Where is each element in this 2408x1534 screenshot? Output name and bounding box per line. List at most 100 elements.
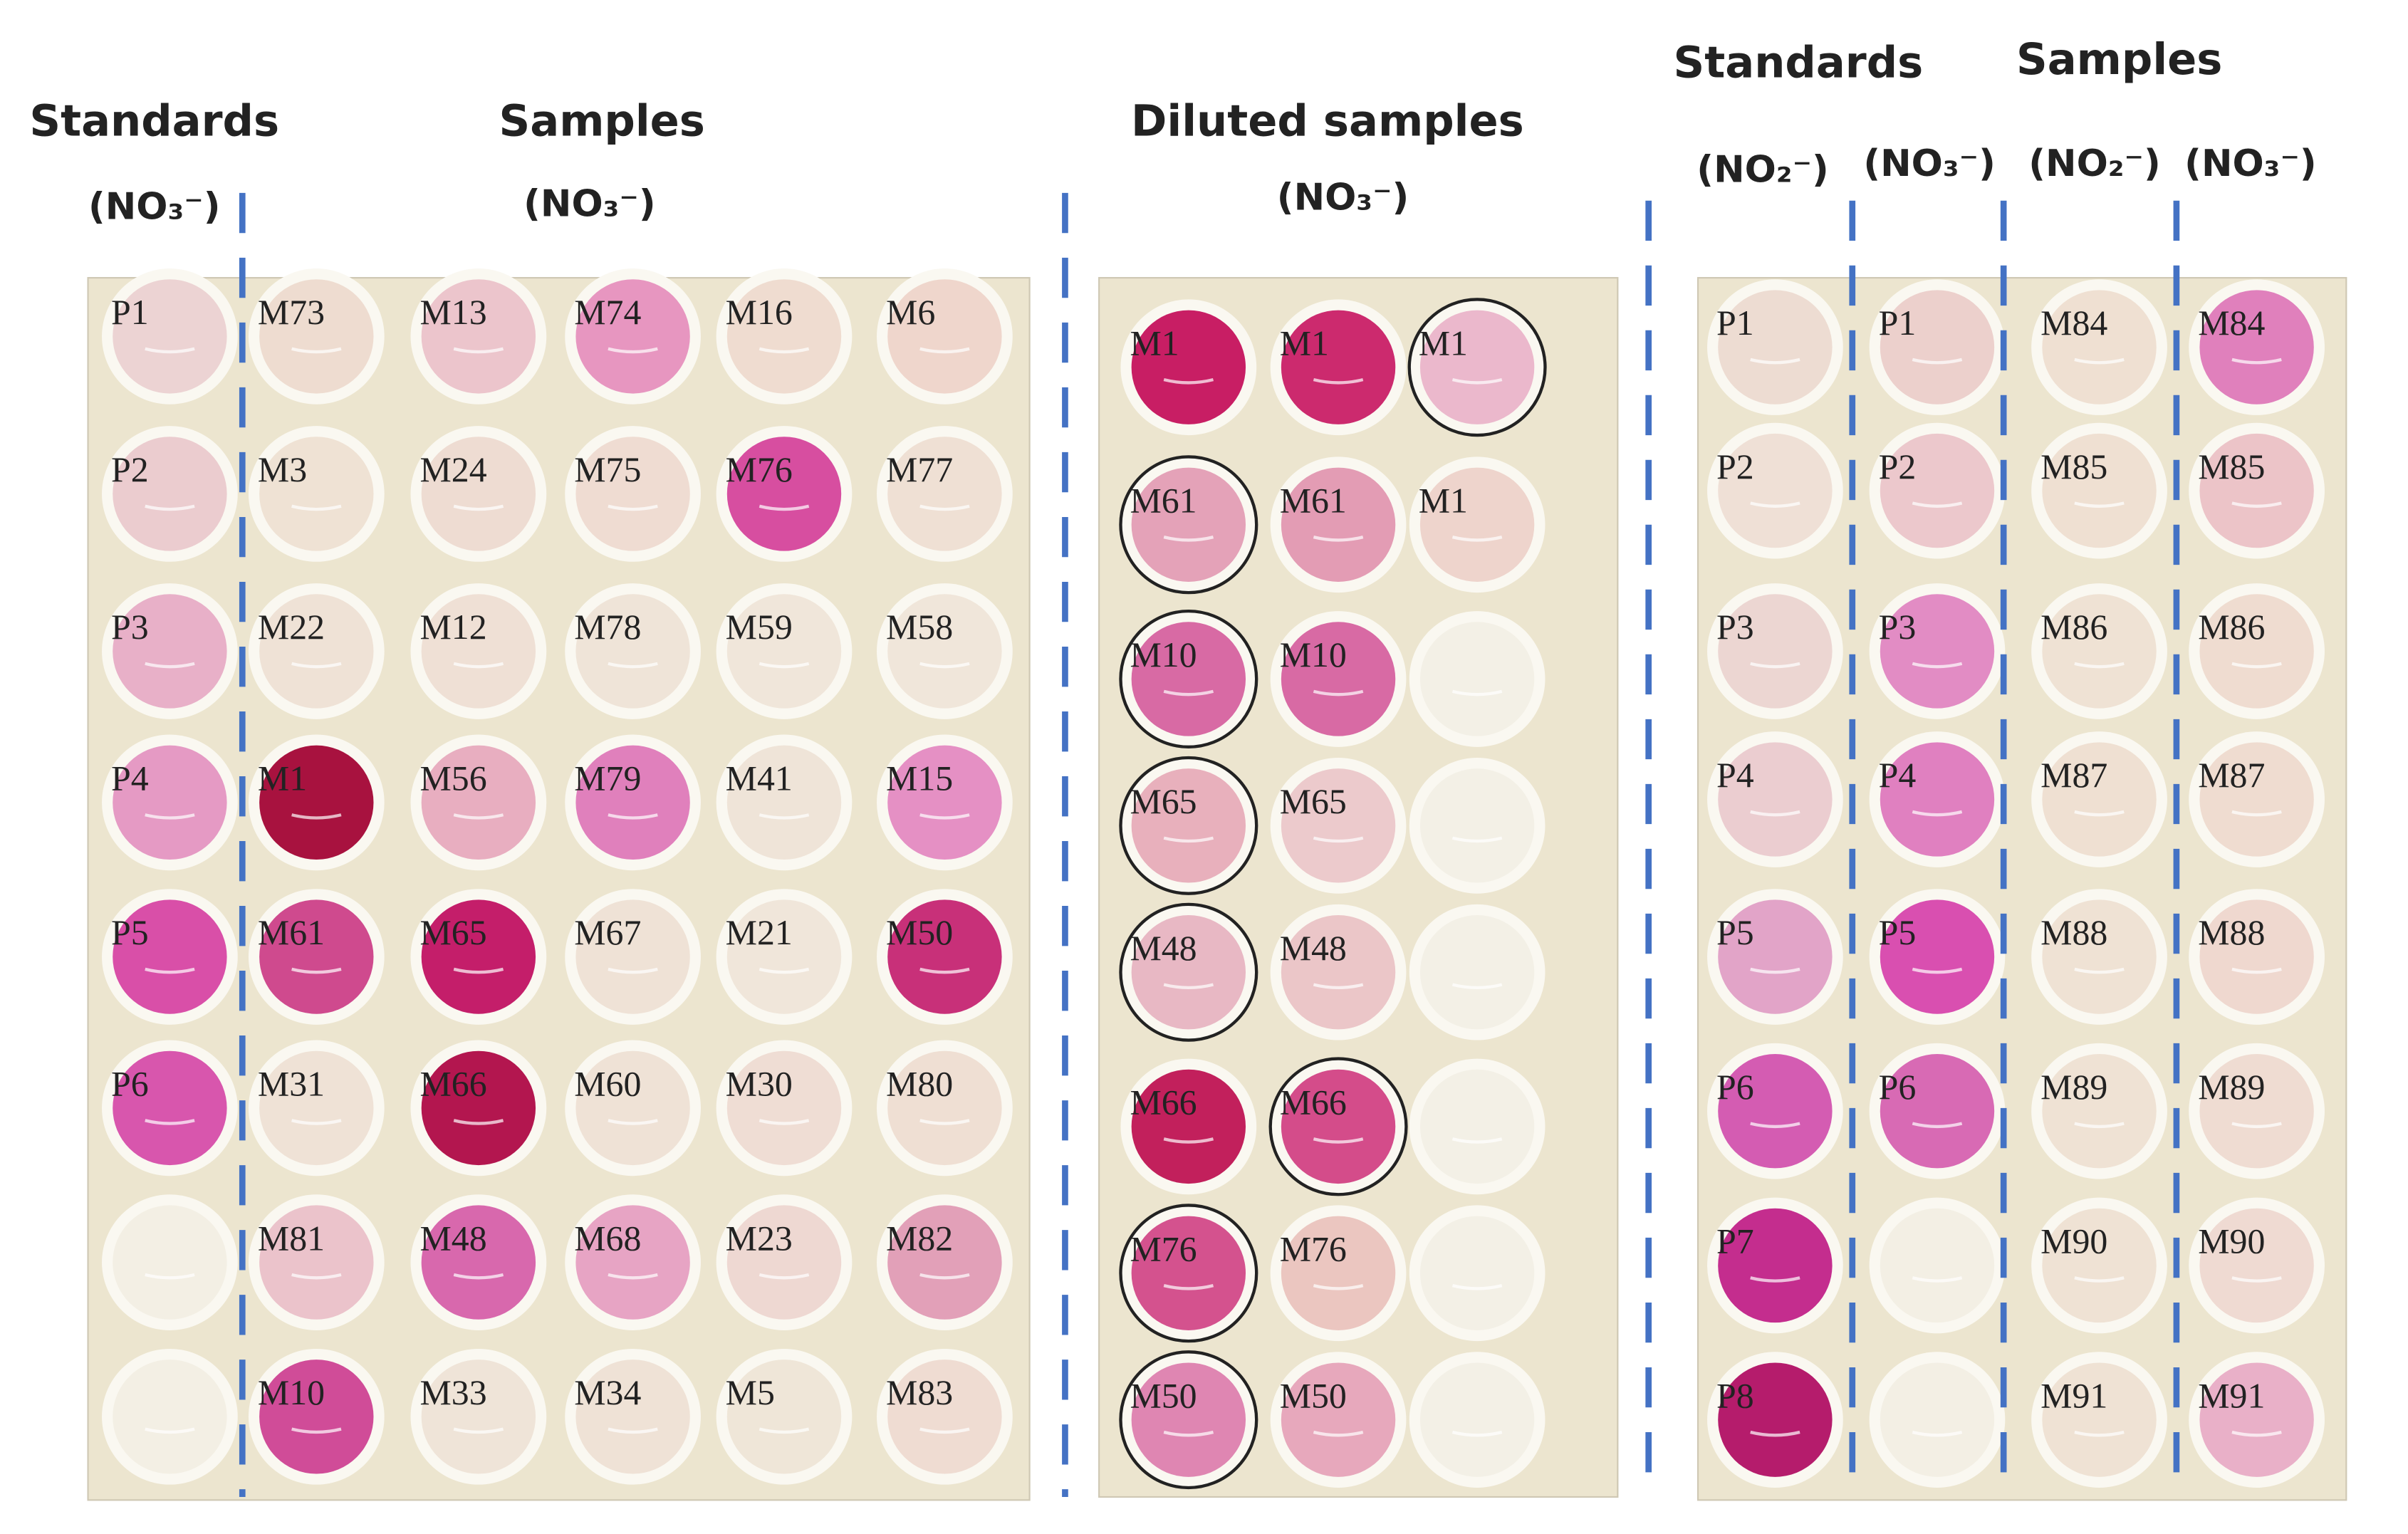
- meniscus: [608, 1273, 658, 1280]
- well-label: P5: [111, 913, 149, 952]
- well-label: M76: [1130, 1229, 1197, 1268]
- well: [1131, 768, 1246, 883]
- meniscus: [1750, 967, 1800, 974]
- meniscus: [1750, 1122, 1800, 1129]
- well: [113, 1050, 227, 1166]
- well-label: M34: [574, 1373, 641, 1412]
- well: [2042, 1208, 2157, 1323]
- meniscus: [919, 967, 970, 974]
- well-label: M50: [1130, 1376, 1197, 1415]
- well: [1131, 310, 1246, 424]
- meniscus: [608, 1119, 658, 1125]
- meniscus: [1451, 1430, 1503, 1437]
- meniscus: [608, 813, 658, 820]
- well-label: M50: [886, 913, 953, 952]
- well-label: M66: [420, 1065, 487, 1104]
- well: [113, 279, 227, 394]
- well: [1718, 433, 1833, 548]
- well-label: M81: [258, 1219, 325, 1258]
- well-label: M88: [2040, 913, 2107, 952]
- meniscus: [1163, 1284, 1214, 1290]
- well-label: P4: [1716, 756, 1754, 795]
- meniscus: [2074, 1430, 2125, 1437]
- meniscus: [919, 1119, 970, 1125]
- well: [1131, 915, 1246, 1030]
- well-label: P4: [1879, 756, 1917, 795]
- well-label: M76: [1280, 1229, 1347, 1268]
- well: [726, 279, 842, 394]
- well: [1131, 622, 1246, 736]
- meniscus: [759, 662, 810, 669]
- header: (NO₃⁻): [2184, 142, 2316, 185]
- header: Standards: [1674, 38, 1924, 88]
- header: (NO₃⁻): [1863, 142, 1995, 185]
- well: [575, 437, 690, 551]
- well: [1281, 915, 1396, 1030]
- meniscus: [1451, 836, 1503, 843]
- meniscus: [2074, 1122, 2125, 1129]
- meniscus: [291, 347, 342, 354]
- well: [421, 594, 536, 709]
- meniscus: [291, 1273, 342, 1280]
- meniscus: [1313, 1284, 1364, 1290]
- meniscus: [1163, 536, 1214, 542]
- well: [1718, 290, 1833, 405]
- meniscus: [1451, 377, 1503, 385]
- meniscus: [291, 1427, 342, 1434]
- well: [421, 437, 536, 551]
- well: [1131, 1216, 1246, 1330]
- well: [113, 1205, 227, 1320]
- meniscus: [1163, 377, 1214, 385]
- meniscus: [291, 662, 342, 669]
- well: [726, 745, 842, 860]
- well: [575, 594, 690, 709]
- meniscus: [1451, 1137, 1503, 1144]
- well: [259, 1050, 374, 1166]
- meniscus: [145, 662, 195, 669]
- meniscus: [2074, 358, 2125, 365]
- well: [2199, 1362, 2314, 1477]
- well: [1419, 467, 1535, 582]
- well: [1718, 1208, 1833, 1323]
- header: (NO₂⁻): [2028, 142, 2160, 185]
- meniscus: [759, 1119, 810, 1125]
- meniscus: [608, 1427, 658, 1434]
- well: [421, 1205, 536, 1320]
- meniscus: [1313, 689, 1364, 696]
- well: [2042, 1362, 2157, 1477]
- meniscus: [453, 1427, 504, 1434]
- meniscus: [608, 662, 658, 669]
- well: [1419, 1362, 1535, 1477]
- well: [2042, 742, 2157, 857]
- meniscus: [759, 813, 810, 820]
- well: [421, 1360, 536, 1474]
- meniscus: [1313, 1137, 1364, 1144]
- well-label: M78: [574, 607, 641, 647]
- meniscus: [1451, 983, 1503, 989]
- well-label: M33: [420, 1373, 487, 1412]
- well: [2199, 1208, 2314, 1323]
- meniscus: [1163, 836, 1214, 843]
- well-label: P5: [1879, 913, 1917, 952]
- meniscus: [145, 1427, 195, 1434]
- well-label: M85: [2040, 447, 2107, 486]
- well: [421, 745, 536, 860]
- well: [1281, 310, 1396, 424]
- meniscus: [145, 504, 195, 511]
- well-label: M10: [258, 1373, 325, 1412]
- meniscus: [759, 1273, 810, 1280]
- well-label: M61: [1130, 481, 1197, 520]
- meniscus: [1912, 358, 1963, 365]
- well: [1880, 433, 1995, 548]
- well: [2199, 1054, 2314, 1169]
- well-label: M61: [258, 913, 325, 952]
- well: [1419, 1216, 1535, 1330]
- well-label: M68: [574, 1219, 641, 1258]
- well-label: P3: [1716, 607, 1754, 647]
- well: [1419, 768, 1535, 883]
- well: [113, 899, 227, 1014]
- meniscus: [291, 967, 342, 974]
- well: [2042, 290, 2157, 405]
- meniscus: [2231, 810, 2282, 817]
